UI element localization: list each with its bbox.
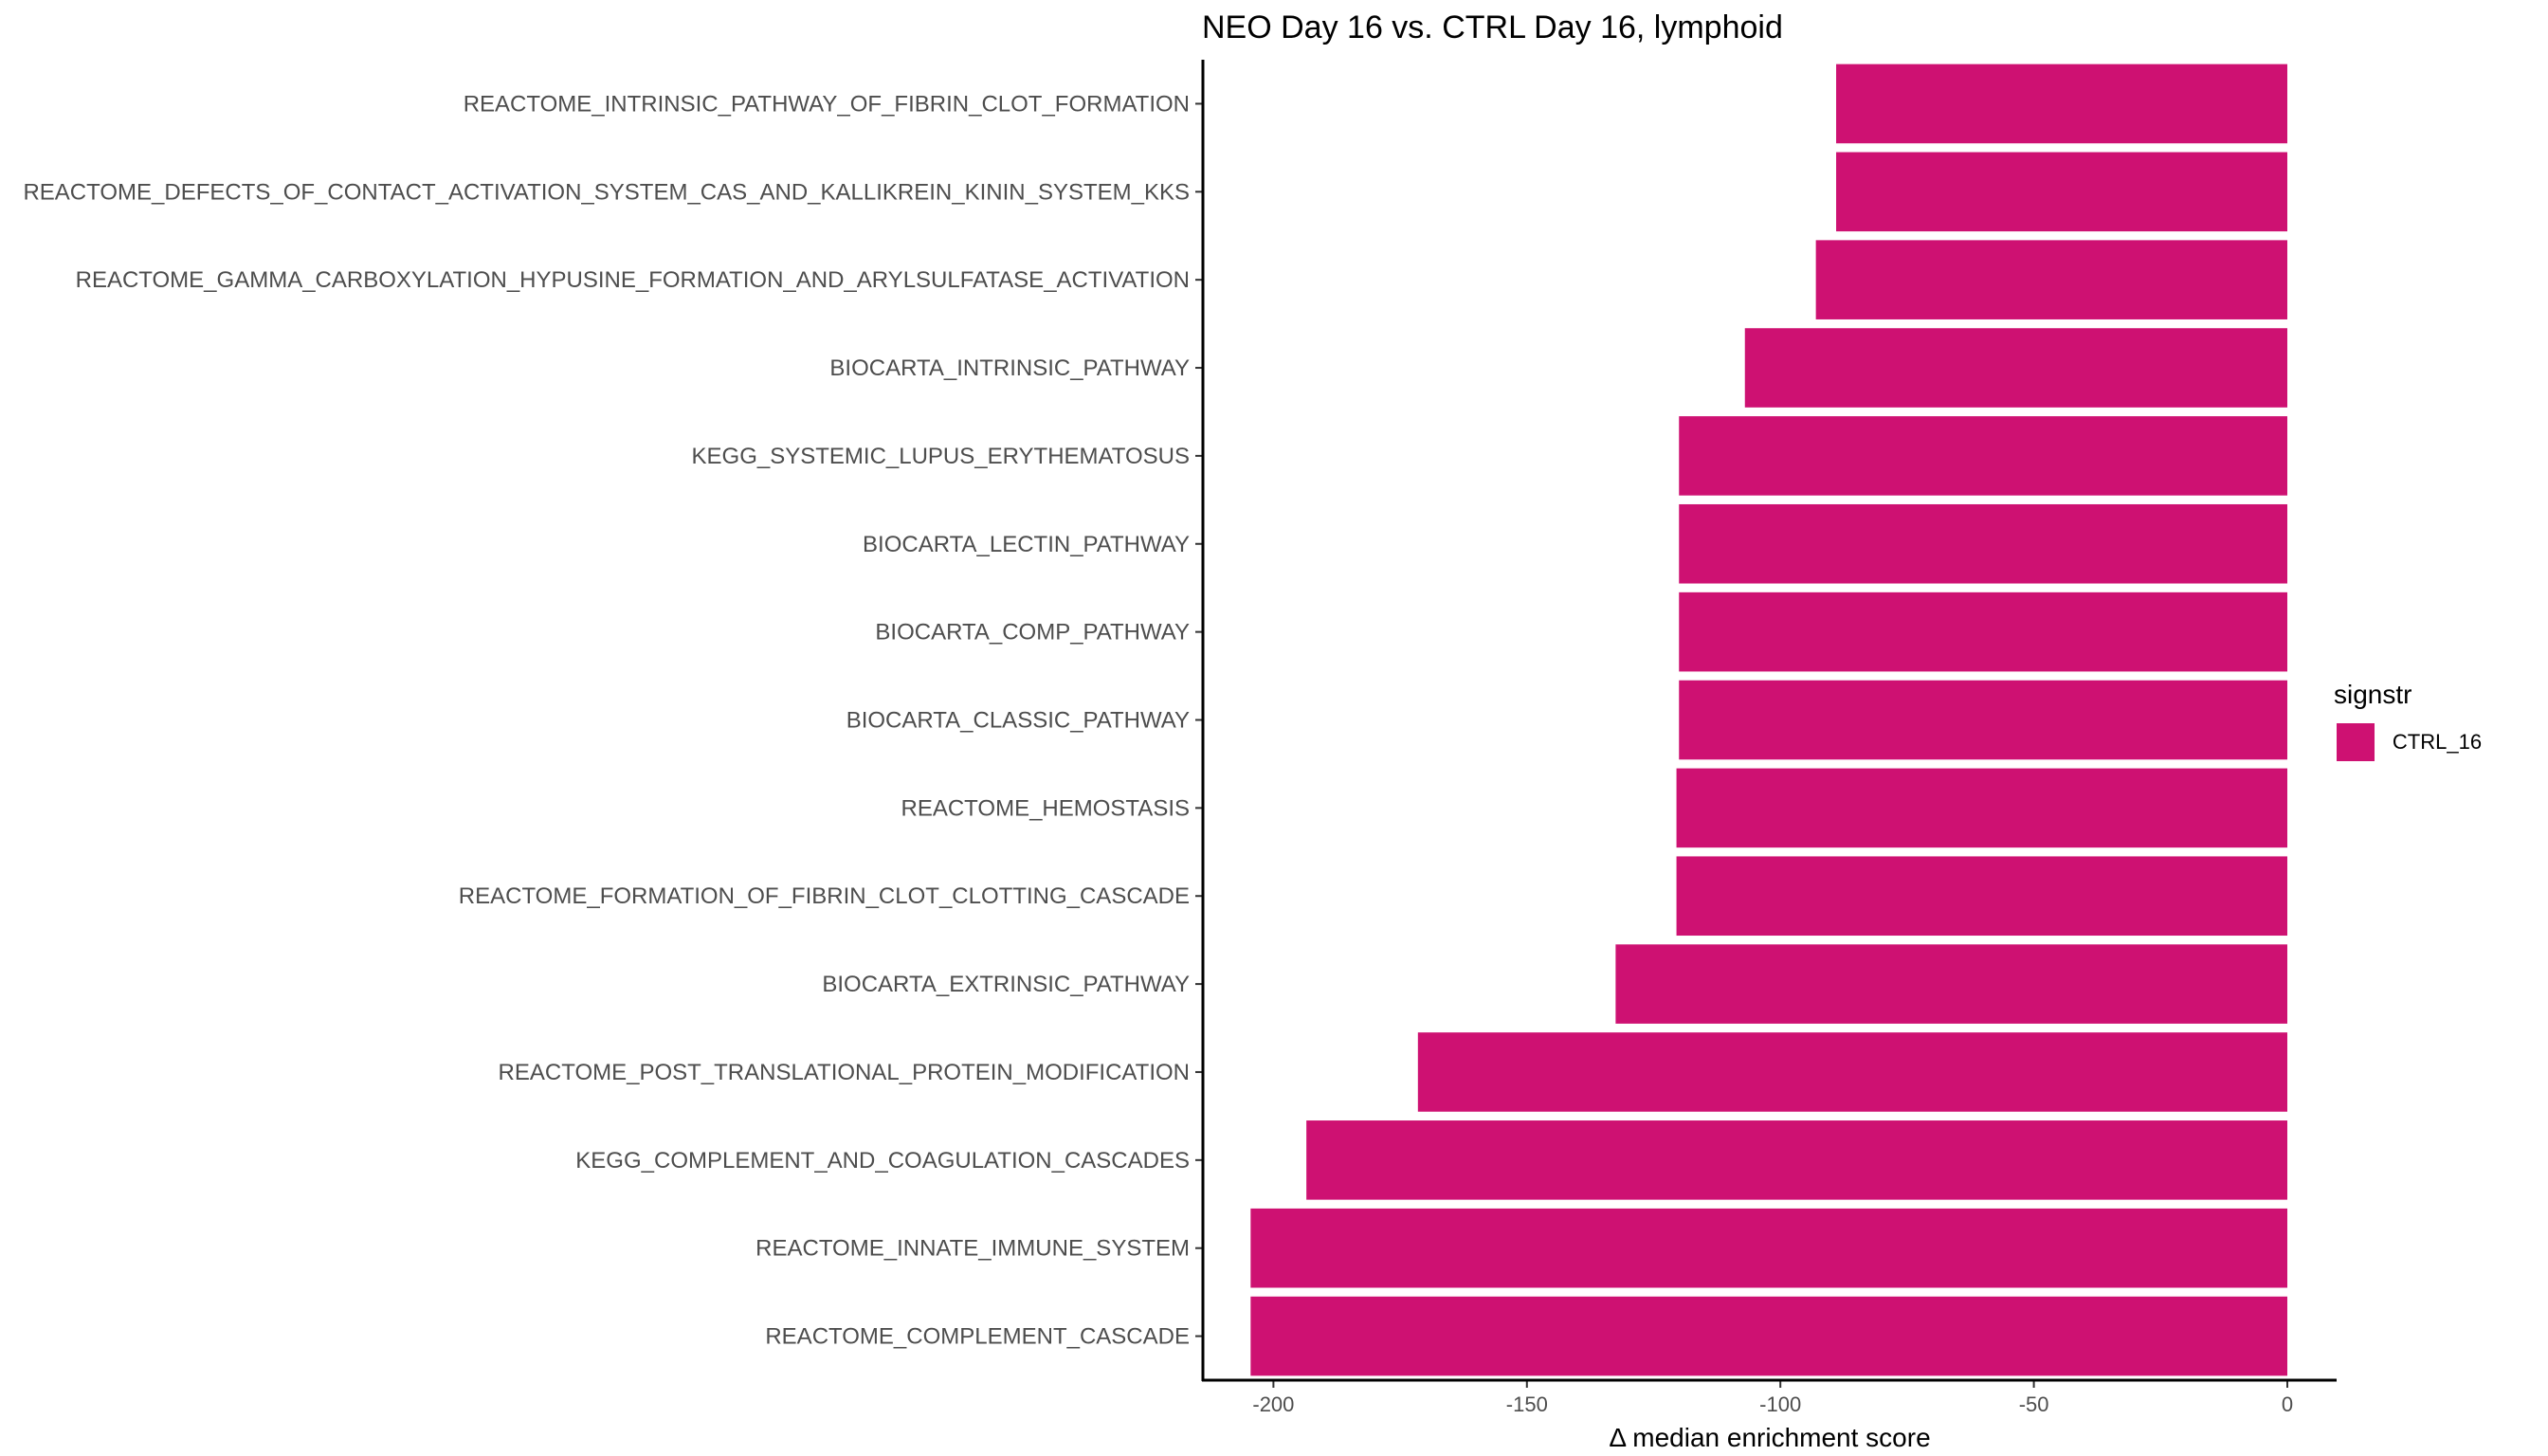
legend: signstr CTRL_16 [2334, 680, 2482, 761]
y-tick-label: REACTOME_INTRINSIC_PATHWAY_OF_FIBRIN_CLO… [464, 91, 1190, 117]
y-tick-label: REACTOME_INNATE_IMMUNE_SYSTEM [755, 1236, 1190, 1262]
x-tick-label: 0 [2282, 1392, 2293, 1416]
chart-title: NEO Day 16 vs. CTRL Day 16, lymphoid [1202, 9, 1783, 46]
y-tick-label: KEGG_SYSTEMIC_LUPUS_ERYTHEMATOSUS [692, 444, 1190, 469]
bar-reactome-intrinsic-pathway-of-fibrin-clot-formation [1836, 64, 2287, 144]
y-tick-label: REACTOME_DEFECTS_OF_CONTACT_ACTIVATION_S… [23, 179, 1190, 205]
bar-biocarta-lectin-pathway [1679, 503, 2287, 584]
x-tick-label: -100 [1759, 1392, 1801, 1416]
y-tick-labels: REACTOME_INTRINSIC_PATHWAY_OF_FIBRIN_CLO… [23, 91, 1203, 1350]
bars-layer [1250, 64, 2287, 1376]
y-tick-label: BIOCARTA_CLASSIC_PATHWAY [846, 708, 1190, 734]
legend-key-ctrl-16 [2337, 723, 2375, 761]
y-tick-label: REACTOME_GAMMA_CARBOXYLATION_HYPUSINE_FO… [76, 267, 1190, 293]
bar-biocarta-intrinsic-pathway [1744, 328, 2287, 408]
bar-biocarta-extrinsic-pathway [1615, 944, 2287, 1024]
y-tick-label: BIOCARTA_EXTRINSIC_PATHWAY [822, 972, 1190, 997]
bar-biocarta-comp-pathway [1679, 592, 2287, 672]
bar-reactome-gamma-carboxylation-hypusine-formation-and-arylsulfatase-activation [1815, 240, 2287, 319]
y-tick-label: KEGG_COMPLEMENT_AND_COAGULATION_CASCADES [575, 1148, 1190, 1174]
bar-biocarta-classic-pathway [1679, 680, 2287, 760]
bar-reactome-formation-of-fibrin-clot-clotting-cascade [1676, 856, 2287, 937]
bar-reactome-hemostasis [1676, 768, 2287, 848]
x-tick-labels: -200 -150 -100 -50 0 [1252, 1380, 2293, 1416]
y-tick-label: BIOCARTA_LECTIN_PATHWAY [863, 532, 1190, 557]
bar-kegg-complement-and-coagulation-cascades [1306, 1120, 2287, 1200]
bar-reactome-complement-cascade [1250, 1296, 2287, 1376]
y-tick-label: BIOCARTA_COMP_PATHWAY [875, 620, 1190, 646]
legend-title: signstr [2334, 680, 2412, 709]
x-tick-label: -50 [2019, 1392, 2049, 1416]
x-axis-title: Δ median enrichment score [1609, 1423, 1930, 1452]
bar-kegg-systemic-lupus-erythematosus [1679, 416, 2287, 496]
y-tick-label: REACTOME_FORMATION_OF_FIBRIN_CLOT_CLOTTI… [459, 883, 1190, 909]
legend-label-ctrl-16: CTRL_16 [2393, 730, 2482, 754]
y-tick-label: REACTOME_COMPLEMENT_CASCADE [765, 1324, 1190, 1350]
y-tick-label: BIOCARTA_INTRINSIC_PATHWAY [829, 355, 1190, 381]
bar-reactome-post-translational-protein-modification [1417, 1032, 2287, 1112]
y-tick-label: REACTOME_POST_TRANSLATIONAL_PROTEIN_MODI… [499, 1060, 1190, 1085]
x-tick-label: -150 [1506, 1392, 1548, 1416]
y-tick-label: REACTOME_HEMOSTASIS [901, 795, 1191, 821]
x-tick-label: -200 [1252, 1392, 1294, 1416]
bar-reactome-defects-of-contact-activation-system-cas-and-kallikrein-kinin-system-kks [1836, 152, 2287, 232]
bar-reactome-innate-immune-system [1250, 1208, 2287, 1288]
